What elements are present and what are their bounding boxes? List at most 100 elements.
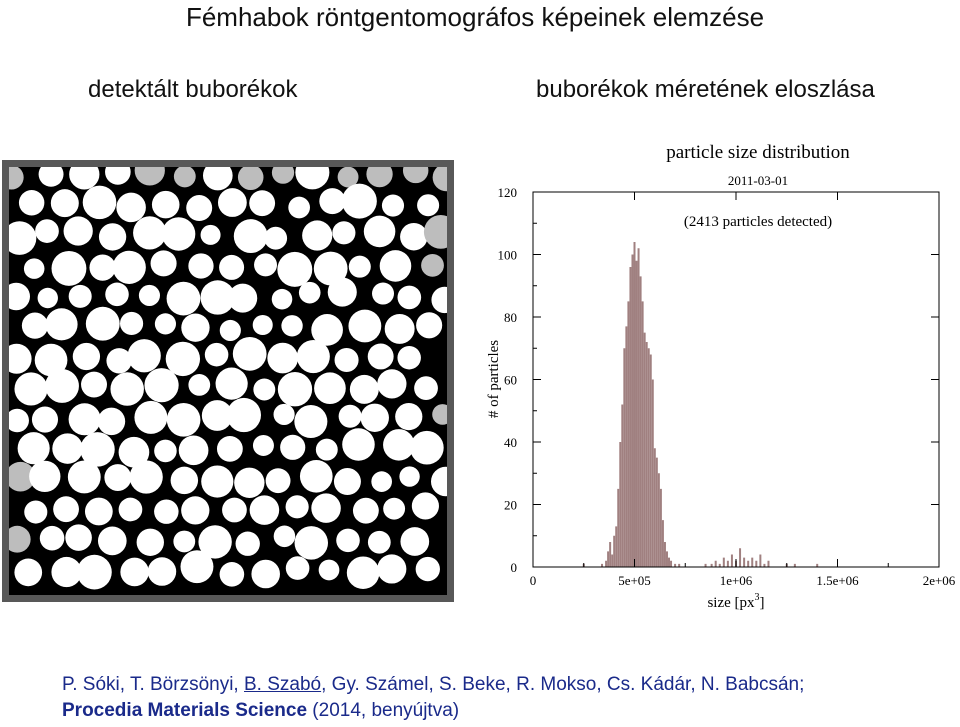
detected-bubble (67, 460, 101, 494)
detected-bubble (397, 285, 422, 310)
detected-bubble (302, 220, 333, 251)
detected-bubble (222, 497, 247, 523)
detected-bubble (2, 282, 30, 311)
histogram-bar (659, 488, 662, 567)
detected-bubble (311, 314, 343, 346)
detected-bubble (249, 190, 276, 217)
y-tick-label: 80 (504, 310, 517, 325)
detected-bubble (273, 403, 295, 426)
histogram-bar (816, 563, 819, 567)
credits: P. Sóki, T. Börzsönyi, B. Szabó, Gy. Szá… (62, 672, 804, 724)
detected-bubble (415, 556, 440, 582)
detected-bubble (295, 160, 330, 190)
x-tick-label: 5e+05 (618, 573, 651, 588)
detected-bubble (118, 497, 143, 522)
publication-year: (2014, benyújtva) (307, 700, 460, 721)
x-axis-label: size [px3] (707, 592, 764, 611)
histogram-bar (649, 354, 652, 567)
detected-bubble (82, 185, 117, 220)
detected-bubble (363, 215, 396, 248)
border-left (2, 160, 9, 602)
detected-bubble (254, 253, 278, 277)
histogram-bar (641, 301, 644, 567)
detected-bubble (38, 161, 64, 187)
detected-bubble (173, 530, 196, 553)
histogram-bar (793, 563, 796, 567)
x-tick-label: 1e+06 (720, 573, 753, 588)
detected-bubble (314, 372, 346, 405)
detected-bubble (24, 500, 48, 524)
edge-bubble (3, 525, 31, 553)
detected-bubble (161, 217, 196, 251)
x-tick-label: 0 (530, 573, 537, 588)
detected-bubble (219, 254, 245, 280)
detected-bubble (181, 313, 210, 342)
detected-bubble (228, 283, 258, 313)
histogram-bar (611, 554, 614, 567)
histogram-bar (657, 473, 660, 567)
detected-bubble (367, 343, 394, 370)
detected-bubble (348, 255, 371, 278)
histogram-bar (619, 442, 622, 567)
histogram-bar (635, 260, 638, 567)
detected-bubble (150, 250, 177, 277)
detected-bubble (333, 468, 361, 496)
detected-bubble (352, 497, 379, 524)
edge-bubble (423, 214, 454, 249)
detected-bubble (298, 281, 321, 304)
border-top (2, 160, 454, 167)
detected-bubble (318, 559, 340, 581)
detected-bubble (235, 531, 260, 556)
detected-bubble (216, 435, 243, 462)
chart-title: particle size distribution (666, 142, 850, 163)
detected-bubble (377, 369, 407, 399)
detected-bubble (271, 288, 293, 310)
x-tick-label: 1.5e+06 (816, 573, 859, 588)
detected-bubble (336, 528, 360, 553)
chart-annotation: (2413 particles detected) (684, 214, 832, 230)
detected-bubble (37, 287, 58, 309)
detected-bubble (69, 160, 100, 190)
edge-bubble (237, 164, 264, 191)
detected-bubble (346, 556, 380, 590)
detected-bubble (116, 192, 146, 223)
detected-bubble (188, 253, 214, 279)
detected-bubble (180, 550, 214, 584)
detected-bubble (249, 495, 280, 525)
detected-bubble (170, 466, 199, 495)
detected-bubble (63, 216, 93, 246)
detected-bubble (81, 371, 107, 398)
detected-bubble (17, 432, 50, 465)
detected-bubbles-heading: detektált buborékok (88, 76, 298, 103)
detected-bubble (200, 224, 221, 245)
histogram-bar (615, 526, 618, 567)
size-distribution-heading: buborékok méretének eloszlása (536, 76, 875, 103)
detected-bubble (84, 497, 113, 526)
detected-bubble (105, 282, 129, 307)
detected-bubble (136, 528, 164, 556)
detected-bubble (97, 407, 126, 436)
detected-bubble (410, 430, 444, 465)
detected-bubble (281, 315, 303, 337)
edge-bubble (366, 160, 393, 188)
histogram-bar (710, 563, 713, 567)
detected-bubble (31, 406, 59, 433)
detected-bubble (52, 433, 83, 464)
detected-bubble (338, 404, 362, 428)
y-axis-label: # of particles (486, 340, 502, 418)
y-tick-label: 60 (504, 373, 517, 388)
histogram-bar (704, 563, 707, 567)
detected-bubble (18, 190, 45, 216)
detected-bubble (288, 196, 310, 219)
detected-bubble (360, 403, 389, 432)
detected-bubble (134, 400, 168, 434)
histogram-bar (751, 557, 754, 567)
edge-bubble (271, 161, 295, 184)
detected-bubble (45, 369, 79, 403)
histogram-bar (651, 379, 654, 567)
detected-bubble (277, 251, 313, 287)
histogram-bar (609, 542, 612, 567)
detected-bubble (23, 258, 45, 279)
detected-bubble (251, 559, 280, 589)
detected-bubble (215, 367, 248, 400)
